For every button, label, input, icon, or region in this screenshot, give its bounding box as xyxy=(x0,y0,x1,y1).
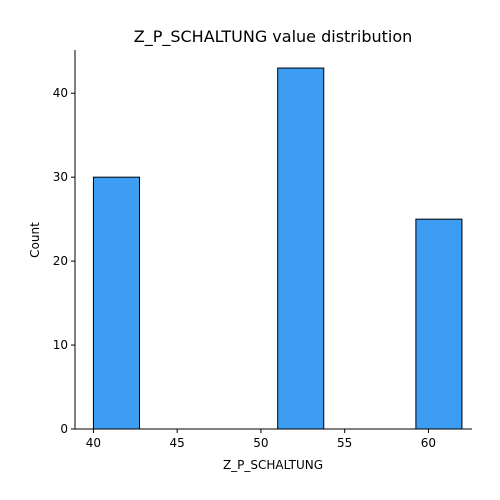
histogram-bar-2 xyxy=(277,67,325,430)
y-tick-label: 40 xyxy=(53,86,68,100)
bars-group xyxy=(92,67,463,430)
x-tick-label: 55 xyxy=(337,436,352,450)
y-tick-label: 10 xyxy=(53,338,68,352)
x-tick-label: 45 xyxy=(170,436,185,450)
y-ticks-group: 0 10 20 30 40 xyxy=(53,86,75,436)
x-tick-label: 60 xyxy=(421,436,436,450)
y-tick-label: 0 xyxy=(60,422,68,436)
x-ticks-group: 40 45 50 55 60 xyxy=(86,429,436,450)
chart-title: Z_P_SCHALTUNG value distribution xyxy=(134,27,413,47)
y-tick-label: 30 xyxy=(53,170,68,184)
y-axis-label: Count xyxy=(28,222,42,258)
histogram-bar-3 xyxy=(415,218,463,430)
x-axis-label: Z_P_SCHALTUNG xyxy=(223,458,323,472)
x-tick-label: 40 xyxy=(86,436,101,450)
y-tick-label: 20 xyxy=(53,254,68,268)
x-tick-label: 50 xyxy=(253,436,268,450)
histogram-bar-1 xyxy=(92,176,140,430)
